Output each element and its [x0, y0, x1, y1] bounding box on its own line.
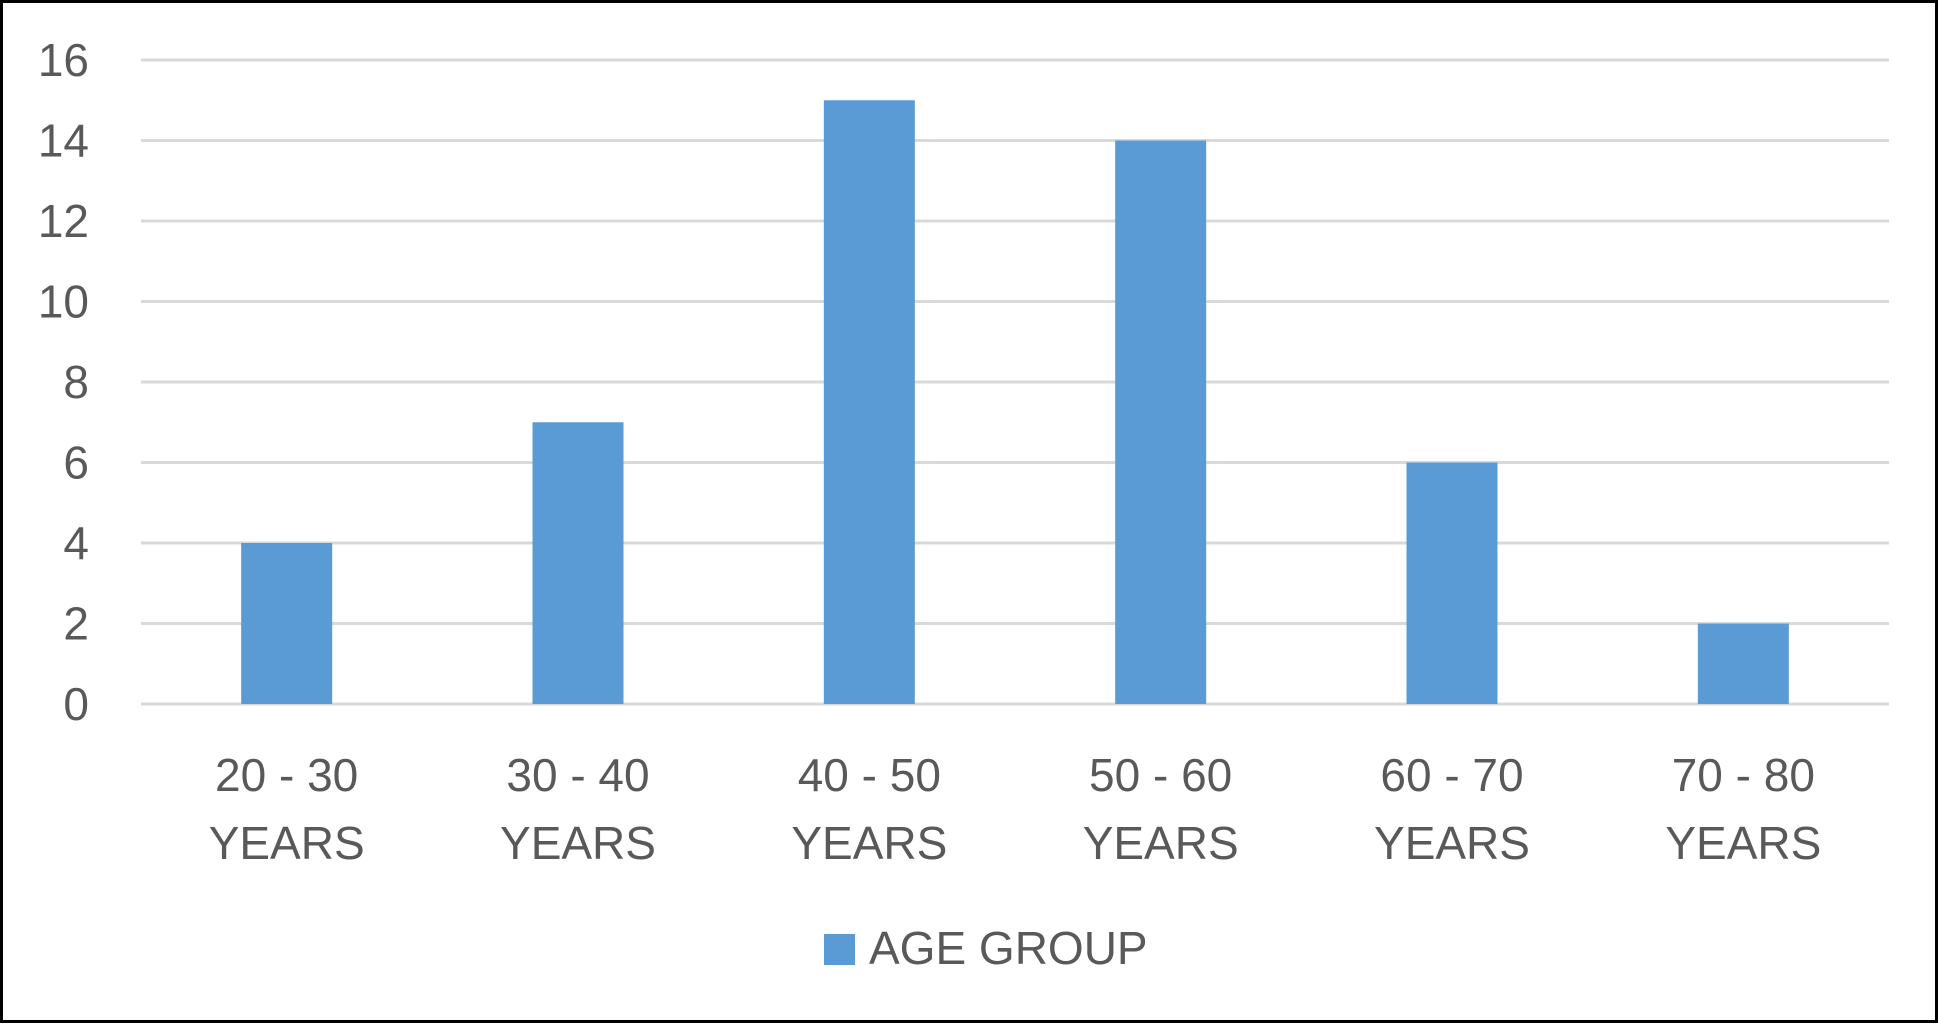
bar — [823, 100, 915, 704]
legend: AGE GROUP — [824, 922, 1148, 974]
y-tick-label: 2 — [63, 598, 89, 650]
gridlines — [141, 58, 1889, 706]
x-axis-ticks: 20 - 30 YEARS 30 - 40 YEARS 40 - 50 YEARS 50 -… — [209, 749, 1822, 869]
y-axis-ticks: 0 2 4 6 8 10 12 14 16 — [38, 34, 89, 730]
bar — [241, 543, 333, 704]
x-tick-label: YEARS — [791, 817, 947, 869]
x-tick-label: YEARS — [1665, 817, 1821, 869]
y-tick-label: 4 — [63, 517, 89, 569]
y-tick-label: 8 — [63, 356, 89, 408]
bar — [1406, 462, 1498, 704]
legend-swatch — [824, 934, 855, 965]
bar-chart: 0 2 4 6 8 10 12 14 16 20 - 30 YEARS 30 - 40 YEARS 40… — [38, 34, 1889, 974]
x-tick-label: 40 - 50 — [798, 749, 941, 801]
bar — [1115, 140, 1207, 704]
x-tick-label: YEARS — [500, 817, 656, 869]
x-tick-label: 50 - 60 — [1089, 749, 1232, 801]
y-tick-label: 6 — [63, 437, 89, 489]
y-tick-label: 0 — [63, 678, 89, 730]
x-tick-label: 20 - 30 — [215, 749, 358, 801]
y-tick-label: 10 — [38, 276, 89, 328]
x-tick-label: 60 - 70 — [1380, 749, 1523, 801]
y-tick-label: 16 — [38, 34, 89, 86]
x-tick-label: YEARS — [1083, 817, 1239, 869]
x-tick-label: 70 - 80 — [1672, 749, 1815, 801]
y-tick-label: 12 — [38, 195, 89, 247]
x-tick-label: 30 - 40 — [506, 749, 649, 801]
x-tick-label: YEARS — [209, 817, 365, 869]
x-tick-label: YEARS — [1374, 817, 1530, 869]
legend-label: AGE GROUP — [869, 922, 1148, 974]
bar — [1697, 623, 1789, 704]
y-tick-label: 14 — [38, 115, 89, 167]
bars — [241, 100, 1789, 704]
bar — [532, 422, 624, 704]
